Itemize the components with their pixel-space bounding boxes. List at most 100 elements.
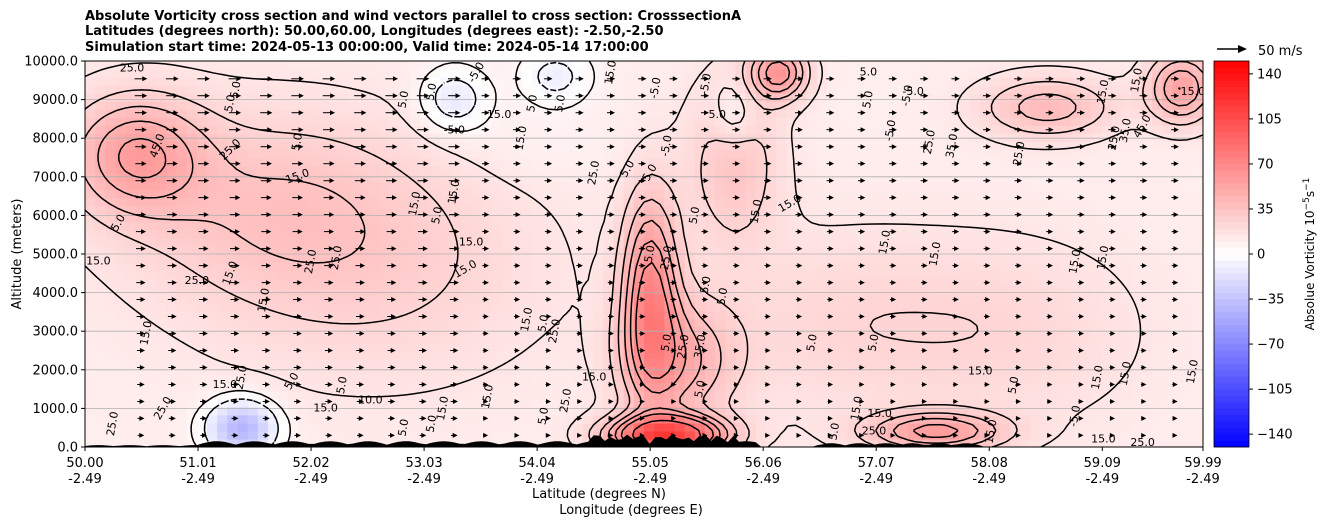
vorticity-cell: [1030, 109, 1041, 118]
vorticity-cell: [664, 318, 676, 327]
vorticity-cell: [572, 181, 584, 191]
vorticity-cell: [379, 189, 391, 199]
vorticity-cell: [430, 302, 442, 311]
vorticity-cell: [420, 213, 432, 223]
vorticity-cell: [877, 326, 889, 336]
vorticity-cell: [633, 326, 645, 336]
vorticity-cell: [227, 173, 239, 183]
vorticity-cell: [1101, 358, 1113, 368]
vorticity-cell: [379, 430, 391, 440]
vorticity-cell: [501, 141, 513, 151]
vorticity-cell: [989, 438, 1001, 447]
vorticity-cell: [501, 117, 513, 126]
vorticity-cell: [308, 245, 320, 255]
vorticity-cell: [501, 189, 513, 199]
vorticity-cell: [400, 294, 411, 303]
vorticity-cell: [837, 294, 848, 303]
vorticity-cell: [816, 302, 828, 311]
vorticity-cell: [481, 229, 493, 239]
vorticity-cell: [908, 229, 920, 239]
vorticity-cell: [369, 133, 381, 143]
vorticity-cell: [532, 366, 543, 376]
vorticity-cell: [501, 181, 513, 191]
vorticity-cell: [694, 350, 706, 360]
vorticity-cell: [461, 229, 472, 239]
vorticity-cell: [898, 221, 909, 231]
vorticity-cell: [420, 173, 432, 183]
vorticity-cell: [1060, 254, 1072, 263]
vorticity-cell: [735, 109, 747, 118]
vorticity-cell: [745, 61, 757, 70]
vorticity-cell: [1070, 334, 1082, 344]
vorticity-cell: [725, 366, 737, 376]
vorticity-cell: [877, 133, 889, 143]
vorticity-cell: [928, 294, 940, 303]
vorticity-cell: [583, 262, 594, 271]
vorticity-cell: [887, 117, 899, 126]
vorticity-cell: [1030, 270, 1041, 279]
vorticity-cell: [339, 189, 350, 199]
vorticity-cell: [450, 69, 462, 78]
vorticity-cell: [715, 406, 726, 416]
vorticity-cell: [999, 141, 1011, 151]
vorticity-cell: [532, 294, 543, 303]
vorticity-cell: [664, 165, 676, 175]
vorticity-cell: [379, 77, 391, 86]
vorticity-cell: [938, 77, 950, 86]
vorticity-cell: [918, 254, 930, 263]
vorticity-cell: [1111, 197, 1123, 207]
vorticity-cell: [145, 326, 157, 336]
vorticity-cell: [877, 109, 889, 118]
vorticity-cell: [237, 286, 249, 295]
vorticity-cell: [1131, 173, 1143, 183]
vorticity-cell: [786, 270, 798, 279]
vorticity-cell: [979, 334, 991, 344]
vorticity-cell: [440, 286, 452, 295]
vorticity-cell: [328, 189, 340, 199]
vorticity-cell: [481, 213, 493, 223]
vorticity-cell: [135, 141, 147, 151]
vorticity-cell: [481, 245, 493, 255]
vorticity-cell: [1020, 61, 1031, 70]
vorticity-cell: [298, 310, 310, 319]
vorticity-cell: [1091, 109, 1102, 118]
vorticity-cell: [125, 109, 137, 118]
vorticity-cell: [186, 302, 198, 311]
vorticity-cell: [349, 205, 361, 215]
vorticity-cell: [613, 149, 625, 159]
vorticity-cell: [644, 366, 655, 376]
vorticity-cell: [765, 294, 777, 303]
vorticity-cell: [105, 262, 117, 271]
vorticity-cell: [227, 382, 239, 392]
vorticity-cell: [867, 229, 879, 239]
vorticity-cell: [745, 262, 757, 271]
vorticity-cell: [999, 358, 1011, 368]
vorticity-cell: [887, 173, 899, 183]
vorticity-cell: [704, 390, 716, 400]
vorticity-cell: [613, 406, 625, 416]
vorticity-cell: [532, 350, 543, 360]
vorticity-cell: [928, 245, 940, 255]
vorticity-cell: [115, 310, 127, 319]
vorticity-cell: [166, 245, 178, 255]
vorticity-cell: [745, 422, 757, 432]
vorticity-cell: [694, 157, 706, 167]
vorticity-cell: [704, 318, 716, 327]
vorticity-cell: [339, 398, 350, 408]
vorticity-cell: [491, 438, 503, 447]
vorticity-cell: [593, 366, 604, 376]
vorticity-cell: [623, 173, 635, 183]
vorticity-cell: [461, 69, 472, 78]
vorticity-cell: [867, 101, 879, 110]
vorticity-cell: [1101, 334, 1113, 344]
vorticity-cell: [247, 205, 259, 215]
vorticity-cell: [95, 61, 106, 70]
vorticity-cell: [257, 85, 269, 94]
vorticity-cell: [85, 61, 96, 70]
vorticity-cell: [257, 197, 269, 207]
vorticity-cell: [1111, 382, 1123, 392]
vorticity-cell: [359, 197, 371, 207]
vorticity-cell: [623, 221, 635, 231]
vorticity-cell: [1081, 286, 1092, 295]
vorticity-cell: [227, 286, 239, 295]
